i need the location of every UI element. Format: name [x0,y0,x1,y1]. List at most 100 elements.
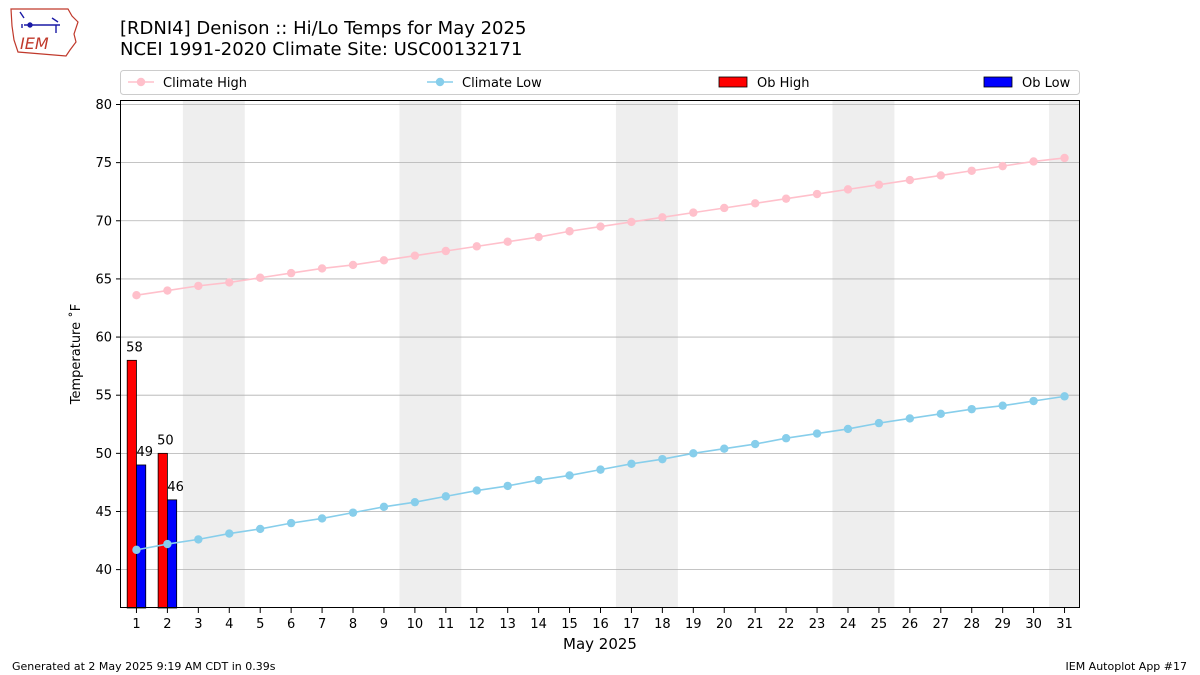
climate-low-point [843,424,853,434]
x-tick-label: 10 [407,617,424,632]
climate-low-point [256,524,265,534]
legend-ob-low-swatch [983,76,1013,88]
climate-low-point [874,418,884,428]
generated-note: Generated at 2 May 2025 9:19 AM CDT in 0… [12,660,276,673]
x-tick-label: 1 [132,617,140,632]
climate-high-point [132,290,141,300]
climate-low-point [596,465,605,474]
app-credit: IEM Autoplot App #17 [1065,660,1188,673]
legend-ob-low-label: Ob Low [1022,76,1071,91]
weekend-band [399,101,462,608]
x-tick-label: 21 [747,617,764,632]
climate-low-point [225,529,234,538]
x-axis: 1 2 3 4 5 6 7 8 9 10 11 12 13 14 15 16 17 18 19 20 21 22 23 24 2… [132,608,1073,632]
climate-high-point [874,180,884,189]
y-tick-label: 65 [95,272,112,287]
x-tick-label: 23 [809,617,826,632]
climate-low-point [410,497,420,507]
ob-low-value-label: 49 [136,445,153,460]
legend-ob-high-label: Ob High [757,76,810,91]
legend-ob-high-swatch [718,76,748,88]
weekend-band [615,101,678,608]
x-tick-label: 28 [963,617,980,632]
x-axis-label: May 2025 [563,635,637,653]
chart-title: [RDNI4] Denison :: Hi/Lo Temps for May 2… [120,18,526,60]
climate-high-point [936,171,945,180]
ob-high-value-label: 50 [157,433,174,448]
weekend-bands [182,101,1080,608]
climate-low-point [720,444,729,453]
climate-low-point [534,475,543,485]
y-gridlines [121,104,1080,571]
climate-low-point [936,409,945,419]
y-axis-label: Temperature ˚F [68,304,84,405]
climate-low-point [163,539,172,549]
climate-high-point [472,242,481,251]
y-tick-label: 80 [95,98,112,113]
climate-high-point [441,246,451,256]
climate-low-point [658,454,667,464]
climate-high-point [689,208,698,217]
y-tick-label: 75 [95,156,112,171]
x-tick-label: 16 [592,617,609,632]
x-tick-label: 19 [685,617,702,632]
weekend-band [832,101,895,608]
climate-low-point [1060,392,1069,401]
x-tick-label: 29 [994,617,1011,632]
climate-low-point [627,459,636,469]
climate-high-point [781,194,791,203]
ob-high-bar [157,452,168,609]
ob-low-bar [136,464,147,609]
x-tick-label: 4 [225,617,233,632]
climate-high-point [379,256,389,265]
climate-high-point [565,227,574,236]
x-tick-label: 27 [933,617,950,632]
x-tick-label: 6 [287,617,295,632]
iem-logo: IEM [10,8,79,57]
climate-low-point [132,545,141,555]
climate-low-point [472,486,481,495]
climate-high-point [905,175,915,185]
ob-low-value-label: 46 [167,480,184,495]
climate-low-point [905,414,915,423]
climate-low-point [812,429,822,438]
climate-high-point [627,217,636,227]
x-tick-label: 2 [163,617,171,632]
climate-low-point [194,535,203,544]
climate-low-point [565,471,574,480]
y-tick-label: 45 [95,505,112,520]
weekend-band [1049,101,1080,608]
climate-high-point [225,278,234,287]
legend-climate-high-label: Climate High [163,76,247,91]
climate-low-point [379,502,389,512]
climate-low-point [967,404,976,414]
climate-low-point [503,481,512,491]
climate-high-point [163,286,172,295]
climate-high-point [194,281,203,291]
x-tick-label: 25 [871,617,888,632]
legend-box [120,70,1080,95]
x-tick-label: 15 [561,617,578,632]
climate-high-point [967,166,976,175]
ob-high-bar [126,359,137,609]
x-tick-label: 20 [716,617,733,632]
climate-high-point [410,251,420,260]
legend-climate-low-marker [435,77,445,87]
x-tick-label: 13 [499,617,516,632]
ob-low-bar [167,499,178,609]
climate-low-point [286,518,296,528]
plot-frame [120,100,1080,608]
x-tick-label: 26 [902,617,919,632]
climate-high-point [256,273,265,282]
climate-high-point [750,199,760,208]
x-tick-label: 3 [194,617,202,632]
climate-high-point [1060,153,1069,163]
y-tick-label: 50 [95,447,112,462]
climate-high-point [812,189,822,199]
climate-high-point [1029,157,1038,166]
climate-high-point [658,213,667,222]
y-tick-label: 60 [95,331,112,346]
ob-high-value-label: 58 [126,340,143,355]
x-tick-label: 12 [468,617,485,632]
y-tick-label: 70 [95,214,112,229]
